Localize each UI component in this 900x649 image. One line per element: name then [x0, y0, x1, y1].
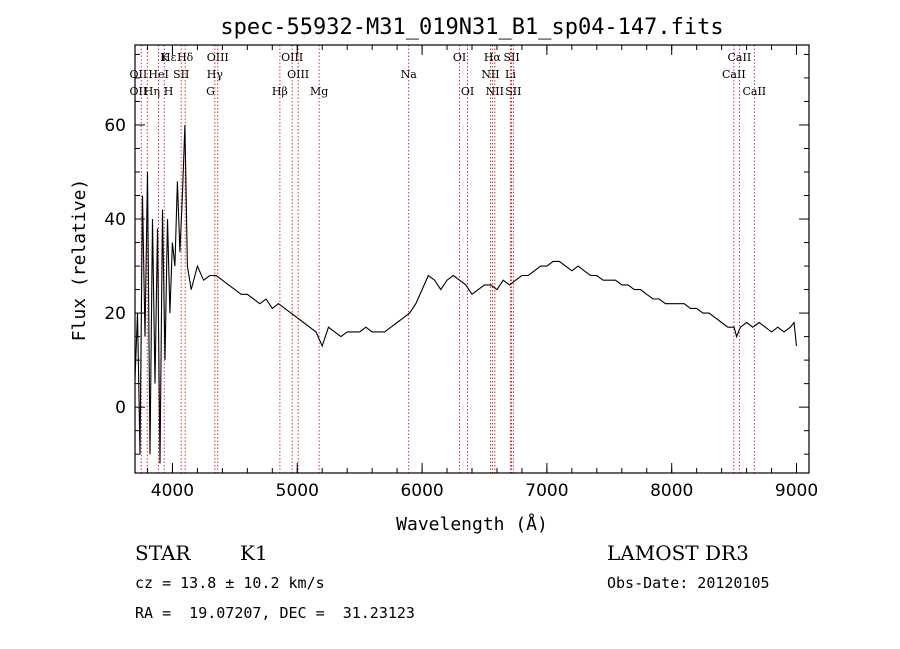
emission-line-label: OI: [461, 85, 474, 98]
emission-line-label: Hγ: [207, 68, 224, 81]
subclass: K1: [240, 541, 268, 565]
emission-line-label: CaII: [728, 51, 752, 64]
plot-frame: [134, 44, 810, 474]
object-class: STAR: [135, 541, 191, 565]
x-tick-label: 5000: [276, 481, 319, 501]
x-tick-label: 4000: [151, 481, 194, 501]
emission-line-markers: [140, 45, 755, 473]
coordinates: RA = 19.07207, DEC = 31.23123: [135, 604, 415, 622]
emission-line-label: Mg: [310, 85, 328, 98]
emission-line-label: CaII: [722, 68, 746, 81]
y-tick-label: 60: [104, 116, 126, 136]
emission-line-label: OIII: [281, 51, 303, 64]
emission-line-label: OII: [130, 85, 148, 98]
emission-line-label: OIII: [207, 51, 229, 64]
emission-line-label: Hα: [484, 51, 502, 64]
survey-label: LAMOST DR3: [607, 541, 749, 565]
emission-line-label: Hβ: [272, 85, 288, 98]
emission-line-label: Na: [401, 68, 418, 81]
emission-line-label: OI: [453, 51, 466, 64]
observation-date: Obs-Date: 20120105: [607, 574, 770, 592]
x-tick-label: 7000: [525, 481, 568, 501]
y-tick-label: 40: [104, 210, 126, 230]
emission-line-label: Hη: [144, 85, 160, 98]
y-tick-label: 20: [104, 304, 126, 324]
emission-line-label: NII: [486, 85, 504, 98]
emission-line-label: K: [160, 51, 169, 64]
y-axis-ticks: 0 20 40 60: [104, 53, 809, 455]
x-tick-label: 9000: [775, 481, 818, 501]
x-axis-label: Wavelength (Å): [396, 513, 548, 535]
chart-title: spec-55932-M31_019N31_B1_sp04-147.fits: [220, 15, 723, 40]
emission-line-label: SII: [503, 51, 519, 64]
x-tick-label: 6000: [400, 481, 443, 501]
emission-line-label: H: [164, 85, 174, 98]
emission-line-label: OII: [130, 68, 148, 81]
emission-line-label: CaII: [742, 85, 766, 98]
emission-line-label: NII: [481, 68, 499, 81]
y-tick-label: 0: [115, 398, 126, 418]
emission-line-label: SII: [173, 68, 189, 81]
emission-line-label: Li: [505, 68, 516, 81]
redshift-cz: cz = 13.8 ± 10.2 km/s: [135, 574, 325, 592]
emission-line-label: G: [206, 85, 215, 98]
y-axis-label: Flux (relative): [69, 179, 90, 342]
emission-line-label: SII: [505, 85, 521, 98]
x-axis-ticks: 4000 5000 6000 7000 8000 9000: [146, 45, 818, 501]
x-tick-label: 8000: [650, 481, 693, 501]
emission-line-label: HeI: [148, 68, 168, 81]
emission-line-label: Hδ: [177, 51, 194, 64]
emission-line-label: OIII: [287, 68, 309, 81]
spectrum-series-line: [134, 124, 798, 464]
